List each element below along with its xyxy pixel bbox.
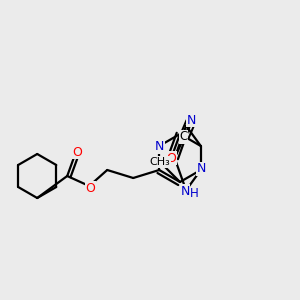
Text: O: O [72,146,82,158]
Text: H: H [190,187,199,200]
Text: N: N [187,113,196,127]
Text: N: N [180,185,190,198]
Text: N: N [197,163,206,176]
Text: C: C [179,130,188,143]
Text: N: N [154,140,164,154]
Text: O: O [166,152,176,164]
Text: CH₃: CH₃ [150,157,170,167]
Text: O: O [85,182,95,194]
